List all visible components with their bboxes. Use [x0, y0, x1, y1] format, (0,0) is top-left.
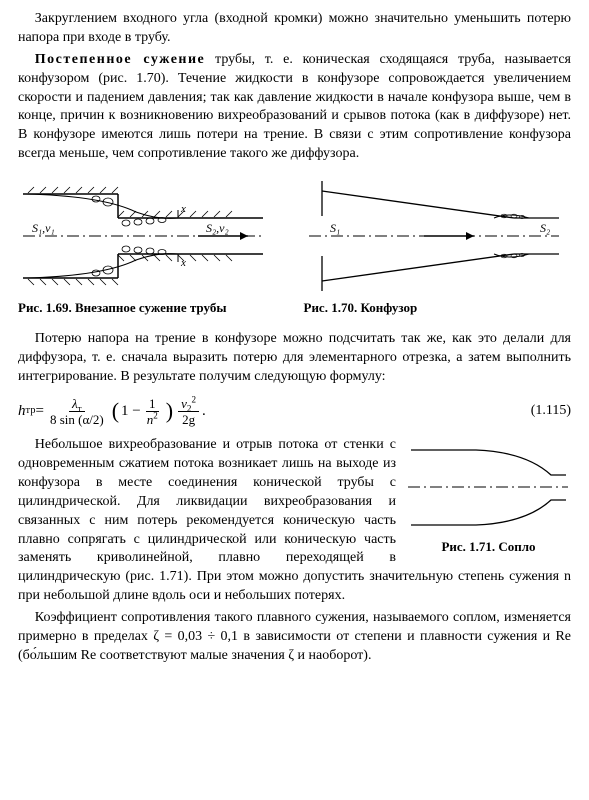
- equation-number: (1.115): [461, 402, 571, 421]
- label-s1: S₁: [330, 221, 340, 235]
- label-s2: S₂: [540, 221, 550, 235]
- fig-1-70-svg: S₁ S₂: [304, 176, 564, 296]
- label-s1v1: S₁,v₁: [32, 221, 55, 235]
- fig-1-69-caption: Рис. 1.69. Внезапное сужение трубы: [18, 300, 286, 316]
- para-3: Потерю напора на трение в конфузоре можн…: [18, 330, 571, 387]
- equation-1-115: hтр = λт 8 sin (α/2) ( 1 − 1 n2 ) v22 2g…: [18, 396, 571, 426]
- figure-1-71: Рис. 1.71. Сопло: [406, 440, 571, 555]
- para-5: Коэффициент сопротивления такого плавног…: [18, 609, 571, 666]
- label-x-bot: x: [180, 257, 186, 269]
- figure-1-70: S₁ S₂ Рис. 1.70. Конфузор: [304, 176, 572, 316]
- fig-1-71-caption: Рис. 1.71. Сопло: [406, 539, 571, 555]
- figure-1-69: x x S₁,v₁ S₂,v₂ Рис. 1.69. Внезапное суж…: [18, 176, 286, 316]
- fig-1-71-svg: [406, 440, 571, 535]
- fig-1-70-caption: Рис. 1.70. Конфузор: [304, 300, 572, 316]
- label-s2v2: S₂,v₂: [206, 221, 229, 235]
- term-confusor: Постепенное сужение: [35, 52, 205, 67]
- label-x-top: x: [180, 203, 186, 215]
- equation-body: hтр = λт 8 sin (α/2) ( 1 − 1 n2 ) v22 2g…: [18, 396, 461, 426]
- para-1: Закруглением входного угла (входной кром…: [18, 10, 571, 48]
- fig-1-69-svg: x x S₁,v₁ S₂,v₂: [18, 176, 268, 296]
- figure-row: x x S₁,v₁ S₂,v₂ Рис. 1.69. Внезапное суж…: [18, 176, 571, 316]
- para-2-rest: трубы, т. е. коническая сходящаяся труба…: [18, 52, 571, 161]
- para-2: Постепенное сужение трубы, т. е. коничес…: [18, 51, 571, 164]
